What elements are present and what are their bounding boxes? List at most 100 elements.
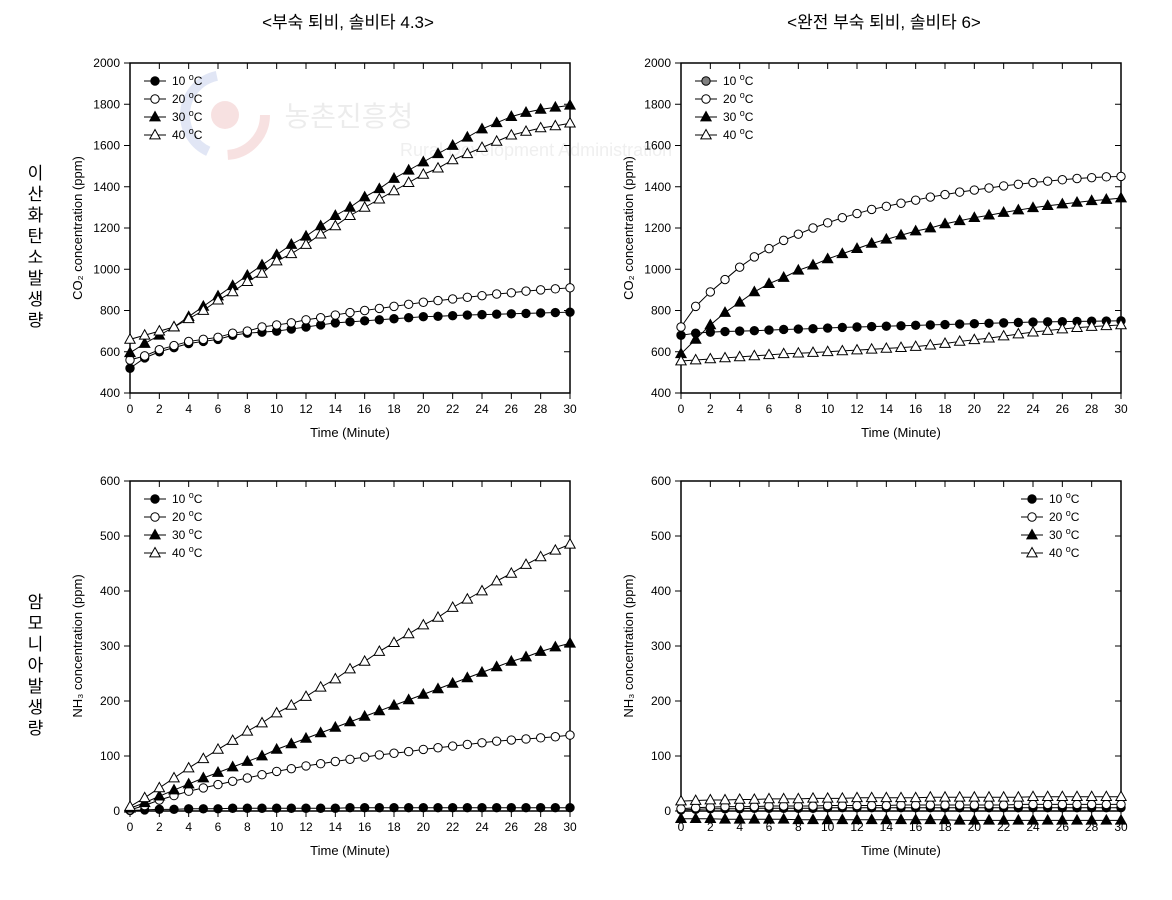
chart-co2-solvita6: 4006008001000120014001600180020000246810…: [601, 39, 1152, 457]
svg-text:4: 4: [185, 402, 192, 416]
svg-text:40 oC: 40 oC: [172, 544, 203, 560]
svg-text:0: 0: [113, 804, 120, 818]
svg-text:40 oC: 40 oC: [1049, 544, 1080, 560]
svg-text:1600: 1600: [93, 139, 120, 153]
svg-text:100: 100: [651, 749, 671, 763]
svg-text:2000: 2000: [644, 56, 671, 70]
col-title-1: <부숙 퇴비, 솔비타 4.3>: [80, 8, 616, 39]
svg-text:40 oC: 40 oC: [172, 126, 203, 142]
svg-text:10 oC: 10 oC: [1049, 490, 1080, 506]
svg-text:20 oC: 20 oC: [172, 508, 203, 524]
svg-text:40 oC: 40 oC: [723, 126, 754, 142]
svg-text:800: 800: [100, 304, 120, 318]
svg-text:10 oC: 10 oC: [723, 72, 754, 88]
chart-nh3-solvita6: 0100200300400500600024681012141618202224…: [601, 457, 1152, 875]
row-label-co2: 이산화탄소발생량: [20, 164, 50, 332]
svg-text:8: 8: [795, 402, 802, 416]
svg-text:30 oC: 30 oC: [172, 108, 203, 124]
svg-text:2: 2: [156, 820, 163, 834]
svg-text:600: 600: [100, 474, 120, 488]
svg-text:22: 22: [446, 402, 460, 416]
svg-text:16: 16: [358, 820, 372, 834]
svg-text:30: 30: [563, 402, 577, 416]
svg-text:26: 26: [505, 820, 519, 834]
svg-text:CO₂ concentration (ppm): CO₂ concentration (ppm): [70, 156, 85, 300]
svg-text:16: 16: [909, 402, 923, 416]
svg-text:0: 0: [127, 820, 134, 834]
svg-text:18: 18: [938, 402, 952, 416]
svg-text:600: 600: [100, 345, 120, 359]
svg-text:100: 100: [100, 749, 120, 763]
svg-text:1800: 1800: [644, 97, 671, 111]
svg-text:12: 12: [850, 402, 864, 416]
svg-text:16: 16: [358, 402, 372, 416]
svg-text:20 oC: 20 oC: [723, 90, 754, 106]
svg-text:600: 600: [651, 474, 671, 488]
chart-co2-solvita4: 4006008001000120014001600180020000246810…: [50, 39, 601, 457]
svg-text:500: 500: [651, 529, 671, 543]
svg-text:0: 0: [678, 402, 685, 416]
svg-text:1400: 1400: [644, 180, 671, 194]
svg-text:400: 400: [651, 386, 671, 400]
svg-text:1000: 1000: [93, 262, 120, 276]
svg-text:Time (Minute): Time (Minute): [861, 425, 941, 440]
chart-nh3-solvita4: 0100200300400500600024681012141618202224…: [50, 457, 601, 875]
svg-text:30 oC: 30 oC: [723, 108, 754, 124]
svg-text:10: 10: [270, 820, 284, 834]
svg-text:26: 26: [1056, 402, 1070, 416]
svg-text:Time (Minute): Time (Minute): [310, 425, 390, 440]
svg-text:600: 600: [651, 345, 671, 359]
svg-text:20 oC: 20 oC: [1049, 508, 1080, 524]
svg-text:28: 28: [534, 820, 548, 834]
svg-text:14: 14: [329, 402, 343, 416]
svg-text:4: 4: [736, 402, 743, 416]
svg-text:Time (Minute): Time (Minute): [310, 843, 390, 858]
svg-text:2: 2: [707, 402, 714, 416]
svg-text:800: 800: [651, 304, 671, 318]
svg-text:0: 0: [664, 804, 671, 818]
svg-text:18: 18: [387, 820, 401, 834]
svg-text:30: 30: [563, 820, 577, 834]
svg-text:1200: 1200: [93, 221, 120, 235]
svg-text:30: 30: [1114, 402, 1128, 416]
svg-text:1800: 1800: [93, 97, 120, 111]
svg-text:24: 24: [1026, 402, 1040, 416]
svg-text:26: 26: [505, 402, 519, 416]
svg-text:300: 300: [651, 639, 671, 653]
svg-text:6: 6: [215, 402, 222, 416]
svg-text:30 oC: 30 oC: [172, 526, 203, 542]
svg-text:NH₃ concentration (ppm): NH₃ concentration (ppm): [621, 574, 636, 717]
svg-text:30 oC: 30 oC: [1049, 526, 1080, 542]
svg-text:1400: 1400: [93, 180, 120, 194]
svg-text:8: 8: [244, 820, 251, 834]
svg-text:22: 22: [446, 820, 460, 834]
svg-text:20: 20: [417, 820, 431, 834]
svg-text:200: 200: [100, 694, 120, 708]
svg-text:2: 2: [156, 402, 163, 416]
svg-text:10 oC: 10 oC: [172, 72, 203, 88]
svg-text:12: 12: [299, 820, 313, 834]
svg-text:300: 300: [100, 639, 120, 653]
svg-text:24: 24: [475, 402, 489, 416]
svg-text:400: 400: [651, 584, 671, 598]
svg-text:400: 400: [100, 584, 120, 598]
svg-text:24: 24: [475, 820, 489, 834]
svg-text:CO₂ concentration (ppm): CO₂ concentration (ppm): [621, 156, 636, 300]
svg-text:NH₃ concentration (ppm): NH₃ concentration (ppm): [70, 574, 85, 717]
svg-text:1000: 1000: [644, 262, 671, 276]
svg-text:6: 6: [766, 402, 773, 416]
svg-text:0: 0: [127, 402, 134, 416]
svg-text:10: 10: [821, 402, 835, 416]
row-label-nh3: 암모니아발생량: [20, 593, 50, 740]
svg-text:6: 6: [215, 820, 222, 834]
svg-text:14: 14: [880, 402, 894, 416]
svg-text:200: 200: [651, 694, 671, 708]
svg-text:500: 500: [100, 529, 120, 543]
svg-text:10 oC: 10 oC: [172, 490, 203, 506]
col-title-2: <완전 부숙 퇴비, 솔비타 6>: [616, 8, 1152, 39]
svg-text:20 oC: 20 oC: [172, 90, 203, 106]
svg-text:14: 14: [329, 820, 343, 834]
svg-text:28: 28: [1085, 402, 1099, 416]
svg-text:4: 4: [185, 820, 192, 834]
svg-text:20: 20: [417, 402, 431, 416]
